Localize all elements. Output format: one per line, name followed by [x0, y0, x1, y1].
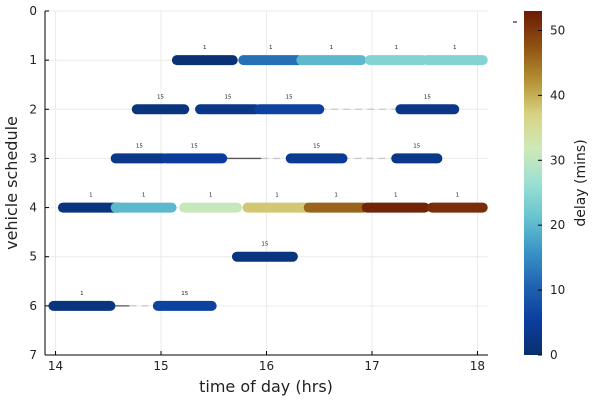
trip-label: 1 [330, 45, 334, 51]
trip-label: 15 [191, 143, 198, 149]
y-tick-label: 4 [29, 201, 37, 215]
trip-connectors [110, 108, 401, 307]
trip-label: 1 [275, 193, 279, 199]
trip-label: 15 [157, 94, 164, 100]
trip-label: 1 [142, 193, 146, 199]
y-tick-label: 2 [29, 102, 37, 116]
trip-label: 1 [394, 45, 398, 51]
trip-label: 15 [313, 143, 320, 149]
trip-label: 15 [261, 242, 268, 248]
trip-label: 1 [394, 193, 398, 199]
trip-label: 1 [209, 193, 213, 199]
y-tick-label: 5 [29, 250, 37, 264]
x-tick-label: 15 [153, 359, 168, 373]
trip-label: 15 [181, 291, 188, 297]
trip-label: 1 [453, 45, 457, 51]
x-tick-label: 14 [48, 359, 63, 373]
y-tick-label: 0 [29, 4, 37, 18]
colorbar: 0 10 20 30 40 50 [513, 11, 565, 362]
x-axis-label: time of day (hrs) [199, 377, 333, 396]
colorbar-tick-label: 40 [550, 88, 565, 102]
y-tick-label: 7 [29, 348, 37, 362]
x-tick-label: 17 [364, 359, 379, 373]
x-tick-label: 16 [259, 359, 274, 373]
trip-label: 1 [203, 45, 207, 51]
x-tick-label: 18 [470, 359, 485, 373]
trip-label: 15 [136, 143, 143, 149]
trip-label: 15 [424, 94, 431, 100]
trip-label: 1 [89, 193, 93, 199]
y-tick-label: 1 [29, 53, 37, 67]
trip-label: 1 [334, 193, 338, 199]
trip-label: 15 [225, 94, 232, 100]
colorbar-label: delay (mins) [573, 139, 589, 226]
trip-label: 15 [413, 143, 420, 149]
colorbar-tick-label: 0 [550, 348, 558, 362]
trip-label: 1 [269, 45, 273, 51]
trip-label: 15 [286, 94, 293, 100]
y-tick-label: 3 [29, 151, 37, 165]
colorbar-tick-label: 50 [550, 23, 565, 37]
colorbar-tick-label: 20 [550, 218, 565, 232]
y-tick-label: 6 [29, 299, 37, 313]
trip-label: 1 [456, 193, 460, 199]
colorbar-gradient-rect [524, 11, 542, 355]
y-axis-label: vehicle schedule [2, 116, 21, 250]
colorbar-tick-label: 30 [550, 153, 565, 167]
trip-bars [48, 55, 488, 311]
colorbar-tick-label: 10 [550, 283, 565, 297]
axes: 14 15 16 17 18 0 1 2 3 4 5 6 7 [29, 4, 488, 373]
trip-labels: 1 1 1 1 1 15 15 15 15 15 15 15 15 1 1 1 1 1 1 1 15 1 15 [80, 45, 459, 297]
trip-label: 1 [80, 291, 84, 297]
